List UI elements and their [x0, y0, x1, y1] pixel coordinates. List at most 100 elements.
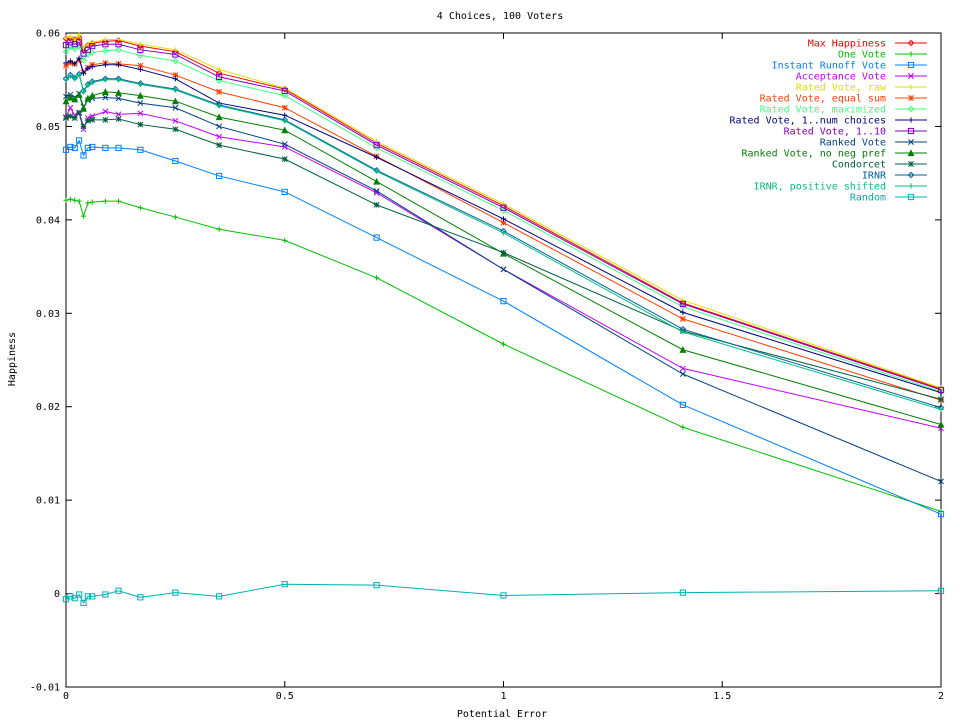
y-tick-label: -0.01 [30, 683, 60, 694]
data-point [216, 66, 222, 73]
y-tick-label: 0.06 [36, 29, 60, 40]
data-point [115, 144, 122, 152]
data-point [281, 104, 288, 111]
data-point [137, 42, 144, 50]
data-point [216, 88, 223, 95]
data-point [80, 213, 87, 219]
series-line [65, 198, 942, 512]
data-point [908, 51, 914, 57]
data-point [281, 188, 288, 195]
data-point [115, 198, 122, 204]
data-point [680, 424, 686, 430]
data-point [907, 127, 915, 135]
data-point [89, 593, 96, 600]
y-tick-label: 0 [54, 589, 60, 600]
data-point [679, 303, 687, 311]
data-point [63, 93, 69, 100]
data-point [102, 94, 109, 101]
data-point [85, 82, 91, 88]
data-point [938, 406, 944, 413]
x-tick-label: 1 [500, 691, 506, 702]
data-point [172, 589, 179, 596]
data-point [63, 197, 69, 203]
data-point [215, 69, 223, 77]
data-point [71, 95, 79, 103]
series-instant-runoff-vote [62, 137, 945, 518]
data-point [89, 116, 96, 123]
data-point [137, 41, 143, 47]
data-point [80, 104, 87, 112]
data-point [373, 201, 380, 208]
data-point [102, 108, 109, 115]
data-point [85, 200, 91, 206]
data-point [937, 420, 945, 428]
data-point [67, 73, 73, 79]
data-point [374, 154, 380, 160]
data-point [137, 110, 144, 117]
data-point [88, 91, 96, 99]
data-point [63, 77, 69, 83]
data-point [679, 371, 686, 377]
data-point [84, 117, 91, 124]
data-point [500, 249, 507, 256]
data-point [80, 152, 87, 159]
data-point [374, 168, 380, 174]
data-point [374, 138, 380, 144]
data-point [282, 237, 288, 244]
data-point [102, 41, 109, 48]
data-point [282, 118, 288, 124]
data-point [281, 141, 288, 148]
data-point [281, 87, 288, 95]
legend-label: IRNR [862, 171, 887, 182]
data-point [137, 100, 144, 107]
series-condorcet [63, 109, 944, 403]
data-point [67, 196, 73, 202]
y-tick-label: 0.04 [36, 215, 60, 226]
data-point [89, 39, 95, 45]
data-point [115, 41, 122, 48]
legend-label: Acceptance Vote [796, 72, 886, 83]
data-point [71, 144, 78, 152]
data-point [80, 599, 87, 607]
data-point [63, 60, 69, 66]
data-point [281, 126, 289, 134]
data-point [281, 581, 288, 588]
data-point [102, 591, 109, 598]
data-point [115, 62, 122, 68]
data-point [215, 113, 223, 121]
data-point [137, 46, 144, 53]
data-point [907, 149, 915, 157]
data-point [63, 115, 69, 121]
data-point [937, 587, 945, 594]
data-point [937, 386, 945, 393]
data-point [89, 199, 95, 205]
x-tick-label: 0 [63, 691, 69, 702]
data-point [89, 143, 96, 151]
data-point [76, 32, 82, 38]
data-point [908, 139, 914, 145]
y-tick-label: 0.01 [36, 496, 60, 507]
data-point [115, 46, 122, 54]
data-point [67, 104, 74, 111]
data-point [373, 189, 380, 196]
data-point [101, 88, 109, 95]
data-point [500, 298, 507, 305]
data-point [76, 198, 82, 204]
data-point [72, 61, 78, 67]
data-point [137, 81, 143, 87]
data-point [500, 592, 507, 599]
data-point [216, 226, 222, 232]
data-point [172, 72, 179, 78]
data-point [66, 93, 74, 101]
data-point [172, 157, 179, 165]
data-point [67, 58, 73, 64]
legend-label: IRNR, positive shifted [754, 182, 886, 193]
data-point [500, 341, 507, 347]
data-point [75, 90, 83, 98]
data-point [137, 62, 144, 69]
data-point [679, 300, 686, 308]
series-ranked-vote-no-neg-pref [62, 88, 945, 428]
data-point [908, 161, 914, 167]
data-point [67, 143, 74, 151]
